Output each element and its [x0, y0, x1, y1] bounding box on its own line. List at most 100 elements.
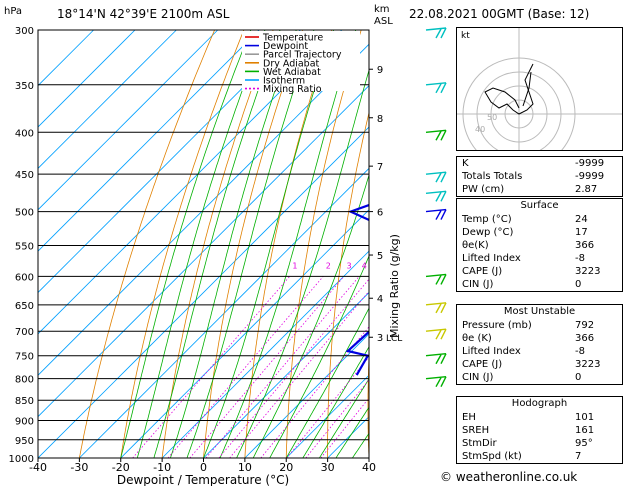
legend-label: Isotherm	[263, 76, 305, 87]
row-value: -8	[575, 253, 585, 264]
wet-adiabat-line	[120, 30, 252, 458]
svg-text:40: 40	[475, 125, 485, 134]
legend-label: Parcel Trajectory	[263, 50, 342, 61]
x-axis-label: Dewpoint / Temperature (°C)	[117, 473, 289, 486]
wind-barb-icon	[425, 375, 447, 388]
row-label: Totals Totals	[462, 171, 523, 182]
mixing-ratio-axis-label: Mixing Ratio (g/kg)	[388, 234, 401, 338]
row-value: 0	[575, 372, 582, 383]
height-km-label: 3	[377, 333, 383, 344]
km-label: km	[374, 4, 390, 15]
x-tick-label: -40	[29, 461, 47, 474]
isotherm-line	[38, 126, 369, 458]
table-row: CIN (J) 0	[457, 371, 622, 384]
row-label: K	[462, 158, 469, 169]
row-value: 161	[575, 425, 595, 436]
section-title: Hodograph	[511, 398, 568, 409]
isotherm-line	[38, 30, 177, 169]
isotherm-line	[203, 291, 369, 458]
height-km-label: 9	[377, 65, 383, 76]
row-value: -9999	[575, 158, 605, 169]
mixing-ratio-line	[229, 290, 369, 458]
dry-adiabat-line	[407, 30, 449, 458]
wet-adiabat-line	[335, 406, 369, 458]
row-label: EH	[462, 412, 476, 423]
wind-barb-icon	[425, 273, 447, 285]
row-label: θe(K)	[462, 240, 489, 251]
isotherm-line	[79, 167, 369, 458]
row-label: StmSpd (kt)	[462, 451, 522, 462]
legend-label: Temperature	[262, 33, 323, 44]
legend-label: Wet Adiabat	[263, 67, 321, 78]
table-row: θe (K) 366	[457, 332, 622, 345]
mixing-ratio-label: 2	[326, 261, 331, 270]
isotherm-line	[38, 30, 301, 294]
wind-barb-icon	[425, 208, 447, 220]
datetime-title: 22.08.2021 00GMT (Base: 12)	[409, 7, 590, 21]
table-row: K -9999	[457, 157, 622, 170]
x-tick-label: -10	[153, 461, 171, 474]
hodograph-table: Hodograph EH 101 SREH 161 StmDir 95° StmSpd (kt…	[456, 396, 623, 464]
wind-barb-icon	[425, 82, 447, 94]
row-label: CAPE (J)	[462, 359, 503, 370]
x-tick-label: -20	[112, 461, 130, 474]
table-row: CIN (J) 0	[457, 278, 622, 291]
row-label: PW (cm)	[462, 184, 505, 195]
x-tick-label: -30	[70, 461, 88, 474]
mixing-ratio-label: 15	[435, 261, 445, 270]
pressure-tick-label: 700	[15, 327, 34, 338]
isotherm-line	[161, 250, 369, 458]
mixing-ratio-label: 1	[292, 261, 297, 270]
mixing-ratio-line	[305, 379, 369, 458]
pressure-tick-label: 650	[15, 301, 34, 312]
row-value: 366	[575, 333, 595, 344]
row-label: CIN (J)	[462, 372, 494, 383]
mixing-ratio-line	[205, 276, 360, 458]
hpa-label: hPa	[4, 6, 23, 17]
asl-label: ASL	[374, 16, 393, 27]
table-row: Lifted Index -8	[457, 345, 622, 358]
row-value: 95°	[575, 438, 593, 449]
isotherm-line	[38, 30, 136, 128]
pressure-tick-label: 350	[15, 81, 34, 92]
pressure-tick-label: 850	[15, 396, 34, 407]
dry-adiabat-line	[367, 347, 369, 458]
row-value: 0	[575, 279, 582, 290]
svg-text:50: 50	[487, 113, 497, 122]
isotherm-line	[38, 30, 260, 252]
mixing-ratio-line	[167, 276, 324, 458]
row-value: 3223	[575, 359, 601, 370]
table-row: Totals Totals -9999	[457, 170, 622, 183]
isotherm-line	[38, 85, 369, 418]
lcl-label: LCL	[386, 334, 402, 344]
height-km-label: 4	[377, 294, 383, 305]
pressure-tick-label: 950	[15, 436, 34, 447]
row-label: CAPE (J)	[462, 266, 503, 277]
height-km-label: 7	[377, 162, 383, 173]
x-tick-label: 10	[238, 461, 252, 474]
isotherm-line	[38, 30, 219, 211]
row-value: 3223	[575, 266, 601, 277]
table-row: EH 101	[457, 411, 622, 424]
pressure-tick-label: 600	[15, 272, 34, 283]
row-label: StmDir	[462, 438, 497, 449]
wet-adiabat-line	[285, 307, 369, 458]
table-row: θe(K) 366	[457, 239, 622, 252]
section-title: Most Unstable	[503, 306, 576, 317]
legend-box	[242, 31, 360, 91]
legend-label: Mixing Ratio	[263, 84, 322, 95]
mixing-ratio-label: 10	[411, 261, 421, 270]
x-tick-label: 30	[321, 461, 335, 474]
table-row: Dewp (°C) 17	[457, 226, 622, 239]
most-unstable-table: Most Unstable Pressure (mb) 792 θe (K) 366 Li…	[456, 304, 623, 385]
wind-barb-icon	[425, 171, 447, 183]
row-label: Lifted Index	[462, 346, 521, 357]
row-value: -9999	[575, 171, 605, 182]
legend-label: Dewpoint	[263, 41, 308, 52]
isotherm-line	[38, 43, 369, 376]
table-row: PW (cm) 2.87	[457, 183, 622, 196]
mixing-ratio-line	[189, 276, 345, 458]
pressure-tick-label: 300	[15, 26, 34, 37]
table-row: CAPE (J) 3223	[457, 358, 622, 371]
